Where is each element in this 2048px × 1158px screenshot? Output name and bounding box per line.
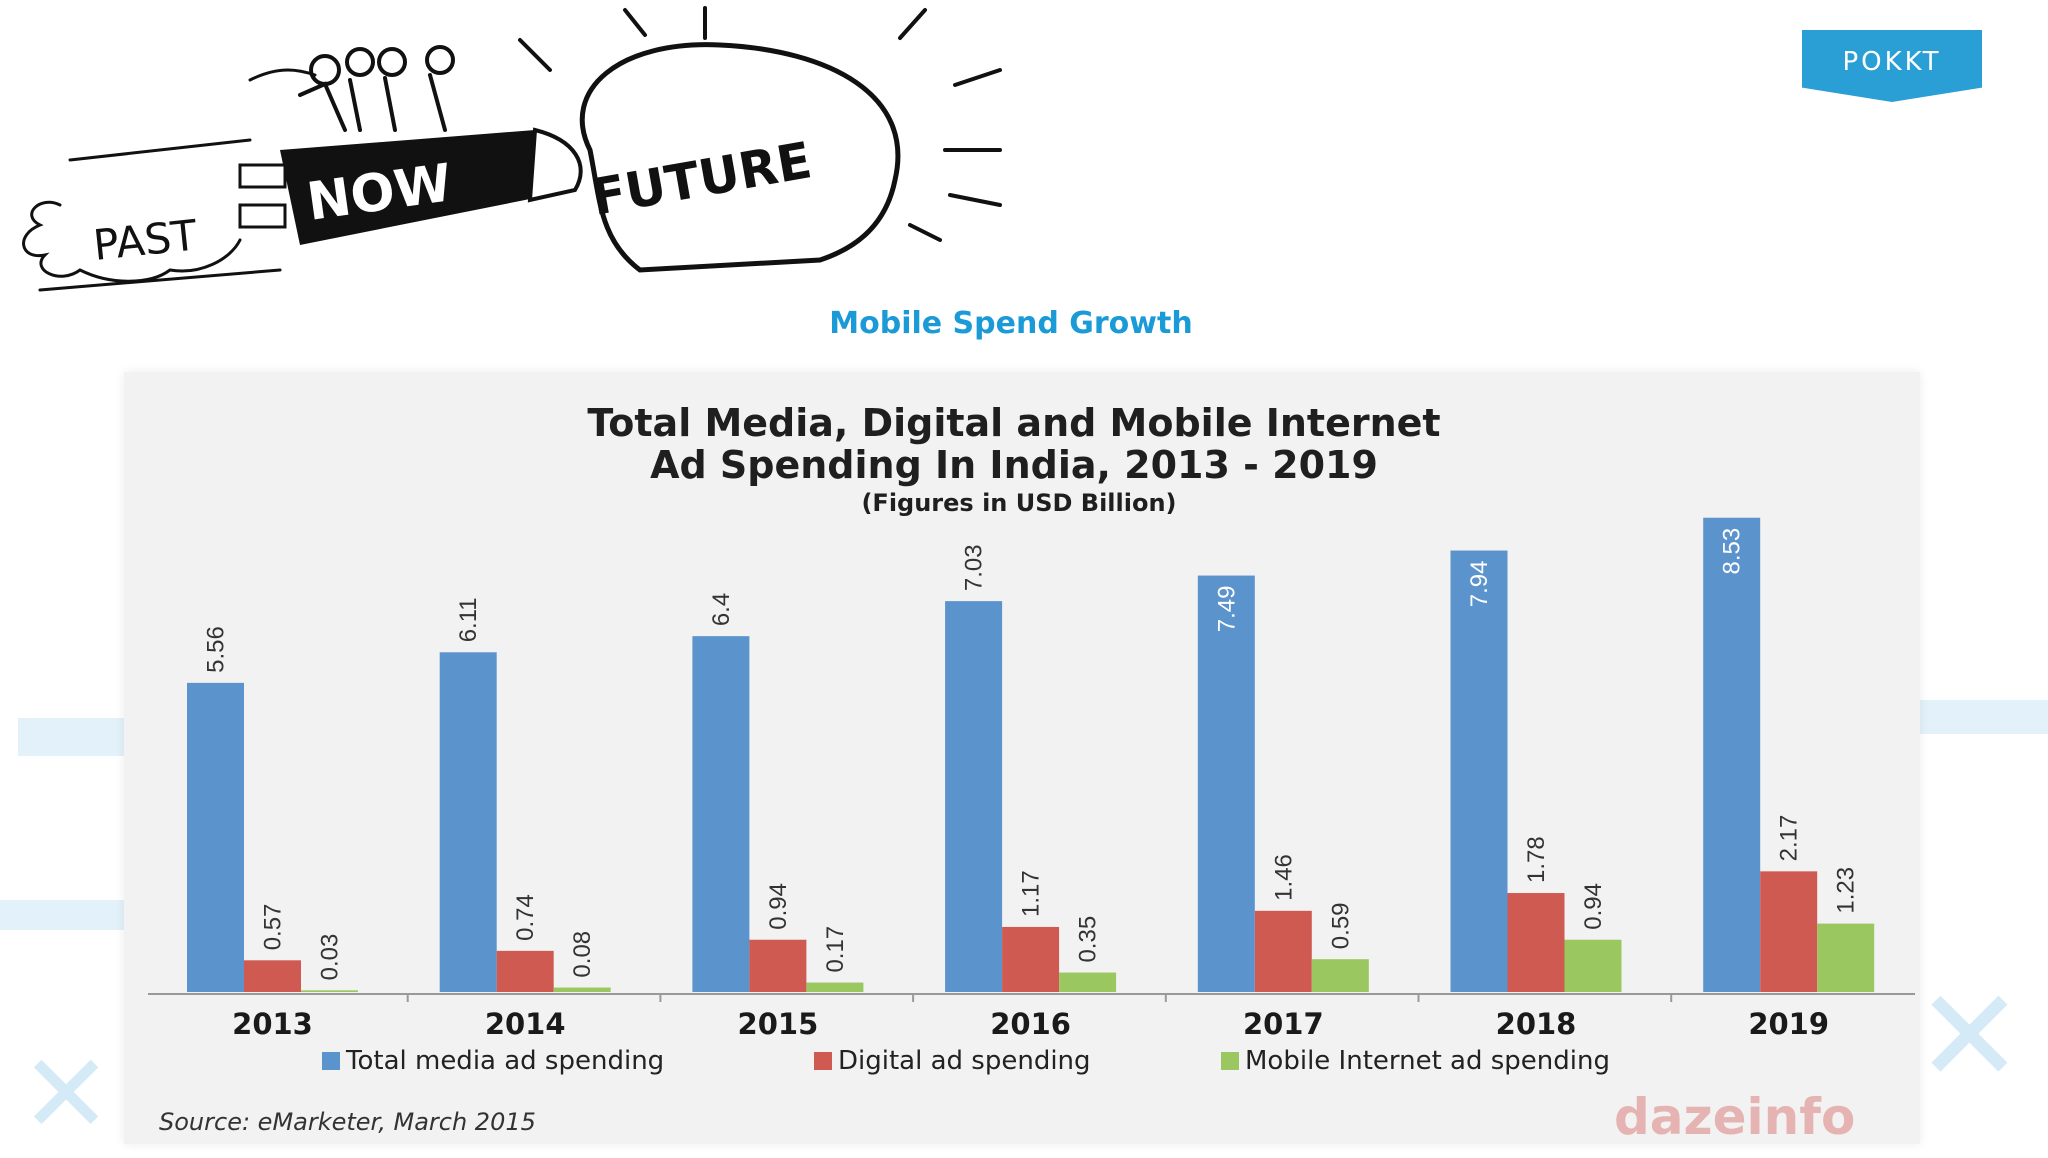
background-stripe	[0, 900, 124, 930]
brand-name: POKKT	[1842, 47, 1942, 77]
legend: Total media ad spending Digital ad spendi…	[322, 1046, 1610, 1076]
source-note: Source: eMarketer, March 2015	[159, 1108, 536, 1136]
data-label-2014-series-1: 6.11	[455, 597, 482, 642]
bar-2019-series-2	[1760, 871, 1818, 992]
data-label-2015-series-2: 0.94	[765, 883, 792, 930]
bar-2017-series-1	[1197, 575, 1255, 992]
future-label: FUTURE	[587, 131, 816, 227]
data-label-2017-series-2: 1.46	[1270, 854, 1297, 901]
x-tick-label: 2016	[990, 1007, 1071, 1041]
watermark-logo: dazeinfo	[1614, 1088, 1855, 1144]
legend-label: Digital ad spending	[838, 1046, 1091, 1076]
bar-2015-series-3	[806, 982, 864, 992]
legend-swatch	[322, 1052, 340, 1070]
brand-logo: POKKT	[1802, 30, 1982, 102]
data-label-2018-series-2: 1.78	[1523, 836, 1550, 883]
bar-2013-series-3	[301, 990, 358, 992]
data-label-2015-series-1: 6.4	[708, 593, 735, 626]
data-label-2013-series-1: 5.56	[203, 626, 230, 673]
data-label-2014-series-3: 0.08	[569, 931, 596, 978]
bar-2018-series-2	[1507, 893, 1565, 992]
bar-2014-series-1	[439, 652, 497, 992]
data-label-2018-series-1: 7.94	[1466, 561, 1493, 608]
data-label-2017-series-1: 7.49	[1213, 586, 1240, 633]
bar-2015-series-1	[692, 636, 750, 992]
bar-2017-series-3	[1311, 959, 1369, 992]
data-label-2019-series-3: 1.23	[1833, 867, 1860, 914]
bar-2014-series-2	[496, 950, 554, 992]
data-label-2017-series-3: 0.59	[1327, 902, 1354, 949]
background-stripe	[18, 718, 136, 756]
legend-swatch	[814, 1052, 832, 1070]
x-tick-label: 2014	[485, 1007, 566, 1041]
data-label-2016-series-3: 0.35	[1075, 916, 1102, 963]
bar-2014-series-3	[553, 987, 611, 992]
data-label-2015-series-3: 0.17	[822, 926, 849, 973]
bar-chart: Total Media, Digital and Mobile Internet…	[148, 401, 1915, 1144]
bar-2016-series-3	[1059, 972, 1117, 992]
bars-group: 5.56 0.57 0.03 6.11 0.74 0.08 6.4 0.94 0.17 7.03 1…	[187, 517, 1875, 992]
legend-swatch	[1221, 1052, 1239, 1070]
data-label-2013-series-3: 0.03	[317, 934, 344, 981]
data-label-2018-series-3: 0.94	[1580, 883, 1607, 930]
chart-title-line1: Total Media, Digital and Mobile Internet	[587, 401, 1440, 445]
bar-2019-series-3	[1817, 923, 1875, 992]
data-label-2016-series-1: 7.03	[961, 544, 988, 591]
data-label-2019-series-2: 2.17	[1776, 815, 1803, 862]
data-label-2019-series-1: 8.53	[1719, 528, 1746, 575]
x-tick-label: 2018	[1496, 1007, 1577, 1041]
data-label-2016-series-2: 1.17	[1018, 870, 1045, 917]
bar-2013-series-2	[244, 960, 301, 992]
bar-2015-series-2	[749, 939, 807, 992]
chart-title-line2: Ad Spending In India, 2013 - 2019	[650, 443, 1378, 487]
x-tick-label: 2019	[1748, 1007, 1829, 1041]
bar-2016-series-2	[1002, 926, 1060, 992]
x-tick-labels: 2013 2014 2015 2016 2017 2018 2019	[232, 994, 1829, 1041]
chart-panel: Total Media, Digital and Mobile Internet…	[124, 372, 1920, 1144]
past-label: PAST	[91, 210, 200, 270]
data-label-2014-series-2: 0.74	[512, 894, 539, 941]
past-now-future-illustration: NOW PAST FUTURE	[22, 6, 1002, 292]
background-cross-icon: ✕	[20, 1030, 113, 1158]
bar-2017-series-2	[1254, 910, 1312, 992]
data-label-2013-series-2: 0.57	[260, 904, 287, 951]
background-stripe	[1920, 700, 2048, 734]
bar-2013-series-1	[187, 682, 244, 992]
legend-label: Mobile Internet ad spending	[1245, 1046, 1610, 1076]
bar-2016-series-1	[945, 601, 1003, 992]
background-cross-icon: ✕	[1915, 960, 2024, 1112]
x-tick-label: 2013	[232, 1007, 313, 1041]
bar-2018-series-1	[1450, 550, 1508, 992]
bar-2018-series-3	[1564, 939, 1622, 992]
chart-subtitle: (Figures in USD Billion)	[861, 489, 1176, 517]
x-tick-label: 2017	[1243, 1007, 1324, 1041]
bar-2019-series-1	[1703, 517, 1761, 992]
x-tick-label: 2015	[738, 1007, 819, 1041]
legend-label: Total media ad spending	[345, 1046, 664, 1076]
slide-title: Mobile Spend Growth	[829, 306, 1193, 341]
